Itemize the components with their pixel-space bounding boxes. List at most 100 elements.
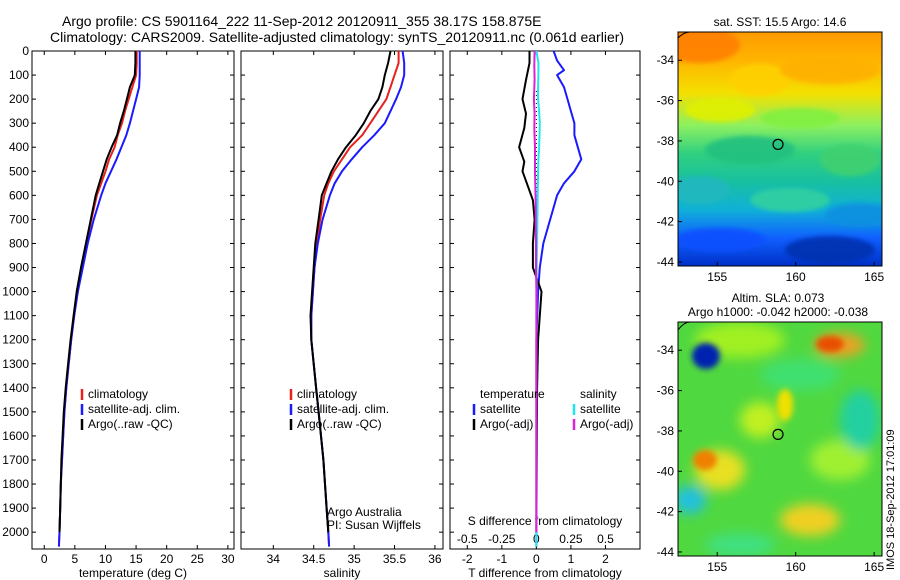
y-tick-label: 700: [9, 212, 29, 226]
map-y-tick-label: -40: [657, 174, 675, 188]
legend-group-title: temperature: [480, 387, 545, 401]
profile-panel-3: -2 -1 0 1 2T difference from climatology -0.5…: [449, 50, 641, 580]
legend-label: satellite: [480, 402, 521, 416]
map-x-tick-label: 160: [786, 270, 806, 284]
y-tick-label: 200: [9, 92, 29, 106]
x-tick-label: 34.5: [302, 552, 326, 566]
x-tick-label: 0: [533, 552, 540, 566]
panel-frame: [31, 50, 235, 550]
x2-axis-label: S difference from climatology: [468, 514, 623, 528]
series-line: [309, 50, 392, 533]
legend-label: Argo(-adj): [480, 417, 533, 431]
x-tick-label: 20: [160, 552, 174, 566]
x-tick-label: 10: [99, 552, 113, 566]
y-tick-label: 0: [22, 44, 29, 58]
map-y-tick-label: -44: [657, 255, 675, 269]
map-y-tick-label: -34: [657, 343, 675, 357]
x-tick-label: 2: [602, 552, 609, 566]
x-axis-label: T difference from climatology: [468, 566, 622, 580]
map-y-tick-label: -38: [657, 424, 675, 438]
series-line: [57, 51, 141, 547]
y-tick-label: 1100: [3, 309, 29, 323]
map-x-tick-label: 155: [707, 270, 727, 284]
legend-label: Argo(-adj): [580, 417, 633, 431]
annotation: Argo Australia: [327, 505, 402, 519]
profile-panel-2: 34 34.5 35 35.5 36 salinity climatologysatelli…: [240, 50, 444, 580]
x2-tick-label: 0.25: [559, 532, 583, 546]
legend-label: Argo(..raw -QC): [297, 417, 382, 431]
y-tick-label: 900: [9, 261, 29, 275]
x-tick-label: 35: [347, 552, 361, 566]
y-tick-label: 1400: [2, 381, 29, 395]
x-tick-label: -2: [462, 552, 473, 566]
map-y-tick-label: -40: [657, 464, 675, 478]
map-y-tick-label: -42: [657, 505, 675, 519]
y-tick-label: 1000: [2, 285, 29, 299]
header-line-2: Climatology: CARS2009. Satellite-adjuste…: [50, 29, 624, 45]
legend-group-title: salinity: [580, 387, 617, 401]
x-tick-label: 15: [129, 552, 143, 566]
x2-tick-label: 0.5: [597, 532, 614, 546]
legend-label: satellite: [580, 402, 621, 416]
sst-texture: [678, 32, 882, 264]
legend-label: climatology: [88, 387, 148, 401]
side-label: IMOS 18-Sep-2012 17:01:09: [885, 429, 897, 570]
y-tick-label: 500: [9, 164, 29, 178]
map-x-tick-label: 165: [864, 270, 884, 284]
profile-panels: 0100200300400500600700800900100011001200…: [2, 44, 641, 580]
map-y-tick-label: -44: [657, 545, 675, 559]
x-axis-label: temperature (deg C): [79, 566, 187, 580]
x-tick-label: 36: [428, 552, 442, 566]
y-tick-label: 1200: [2, 333, 29, 347]
y-tick-label: 300: [9, 116, 29, 130]
map-y-tick-label: -36: [657, 384, 675, 398]
y-tick-label: 600: [9, 188, 29, 202]
y-tick-label: 800: [9, 236, 29, 250]
x-tick-label: 0: [41, 552, 48, 566]
series-line: [310, 50, 406, 547]
x-tick-label: 30: [221, 552, 235, 566]
series-line: [535, 50, 583, 547]
map-x-tick-label: 155: [707, 560, 727, 574]
sla-map: Altim. SLA: 0.073 Argo h1000: -0.042 h20…: [657, 291, 885, 574]
x-axis-label: salinity: [324, 566, 361, 580]
y-tick-label: 2000: [2, 525, 29, 539]
y-tick-label: 1900: [2, 501, 29, 515]
sst-map-axes: 155 160 165 -34 -36 -38 -40 -42 -44: [657, 53, 885, 284]
sla-map-frame: [677, 321, 883, 557]
y-tick-label: 1600: [2, 429, 29, 443]
x2-tick-label: -0.5: [457, 532, 478, 546]
x-tick-label: 5: [72, 552, 79, 566]
sla-eddies: [692, 336, 844, 470]
series-line: [57, 51, 138, 547]
series-line: [58, 51, 137, 533]
map-y-tick-label: -36: [657, 94, 675, 108]
y-tick-label: 1300: [2, 357, 29, 371]
x-tick-label: 1: [568, 552, 575, 566]
x2-tick-label: -0.25: [488, 532, 516, 546]
y-tick-label: 1800: [2, 477, 29, 491]
y-tick-label: 400: [9, 140, 29, 154]
map-y-tick-label: -38: [657, 134, 675, 148]
x-tick-label: -1: [496, 552, 507, 566]
sla-map-subtitle: Argo h1000: -0.042 h2000: -0.038: [688, 305, 868, 319]
sst-map-frame: [677, 31, 883, 267]
sla-map-axes: 155 160 165 -34 -36 -38 -40 -42 -44: [657, 343, 885, 574]
y-tick-label: 100: [9, 68, 29, 82]
y-tick-label: 1500: [2, 405, 29, 419]
series-line: [532, 50, 538, 533]
map-x-tick-label: 160: [786, 560, 806, 574]
sla-map-title: Altim. SLA: 0.073: [732, 291, 825, 305]
map-y-tick-label: -42: [657, 215, 675, 229]
panel-frame: [240, 50, 444, 550]
legend-label: satellite-adj. clim.: [297, 402, 389, 416]
profile-panel-1: 0100200300400500600700800900100011001200…: [2, 44, 235, 580]
argo-position-marker: [772, 428, 784, 440]
annotation: PI: Susan Wijffels: [327, 518, 421, 532]
legend-label: climatology: [297, 387, 357, 401]
legend-label: satellite-adj. clim.: [88, 402, 180, 416]
x-tick-label: 25: [191, 552, 205, 566]
legend-label: Argo(..raw -QC): [88, 417, 173, 431]
series-line: [518, 51, 543, 533]
